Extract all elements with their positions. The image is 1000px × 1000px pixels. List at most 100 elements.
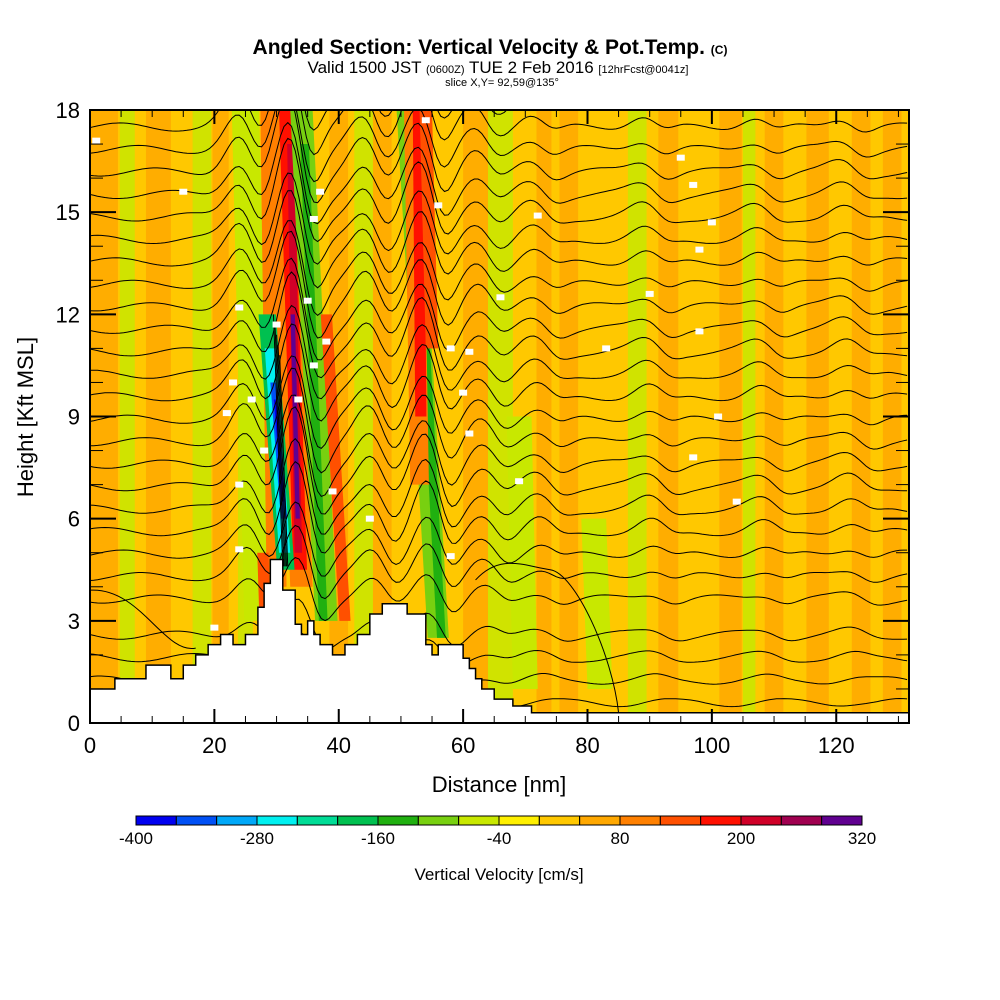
y-tick-label: 0 [68,711,80,736]
contour-label-marker [689,181,698,188]
theta-contour-line [90,437,908,535]
colorbar-tick-label: -40 [487,829,512,848]
colorbar-swatch [700,815,742,826]
theta-contour-line [90,230,908,339]
x-tick-label: 80 [575,733,599,758]
colorbar-swatch [780,815,823,826]
colorbar-title: Vertical Velocity [cm/s] [414,865,583,884]
field-plume [581,518,613,689]
contour-label-marker [732,498,741,505]
contour-label-marker [309,362,318,369]
y-tick-label: 18 [56,98,80,123]
contour-label-marker [303,297,312,304]
colorbar-swatch [659,815,702,826]
colorbar-swatch [337,815,379,826]
theta-contour-line [90,257,908,361]
colorbar-swatch [538,815,581,826]
theta-contour-line [90,110,908,204]
theta-contour-line [90,501,908,577]
field-band [658,110,679,723]
contour-label-marker [179,188,188,195]
contour-label-marker [465,430,474,437]
theta-contour-line [90,367,908,474]
colorbar-swatch [458,815,500,826]
field-band [192,110,212,723]
x-tick-label: 20 [202,733,226,758]
contour-label-marker [92,137,101,144]
colorbar-swatch [821,815,863,826]
title-main: Angled Section: Vertical Velocity & Pot.… [252,36,705,59]
colorbar-tick-label: 80 [611,829,630,848]
theta-contour-line [90,557,908,622]
theta-contour-line [475,562,620,713]
y-tick-label: 9 [68,405,80,430]
contour-label-marker [222,410,231,417]
valid-time: Valid 1500 JST [307,58,422,77]
y-tick-label: 6 [68,507,80,532]
contour-label-marker [421,117,430,124]
contour-label-marker [322,338,331,345]
title-copyright: (C) [710,43,728,57]
y-tick-label: 12 [56,302,80,327]
x-tick-label: 0 [84,733,96,758]
theta-contour-line [90,220,908,317]
field-band [145,110,171,723]
colorbar-swatch [579,815,621,826]
contour-label-marker [676,154,685,161]
colorbar: -400 -280 -160 -40 80 200 320 [119,815,876,848]
colorbar-swatch [498,815,540,826]
field-band [354,110,373,723]
slice-info: slice X,Y= 92,59@135° [445,77,559,89]
valid-date: TUE 2 Feb 2016 [468,58,594,77]
theta-contour-line [90,524,908,600]
contour-label-marker [645,290,654,297]
chart-subtitle: Valid 1500 JST (0600Z) TUE 2 Feb 2016 [1… [0,58,998,78]
colorbar-swatch [175,815,218,826]
colorbar-tick-label: 320 [848,829,876,848]
theta-contour-line [90,304,908,400]
colorbar-swatch [377,815,419,826]
colorbar-tick-label: -400 [119,829,153,848]
field-band [372,110,392,723]
contour-label-marker [247,396,256,403]
contour-label-marker [533,212,542,219]
contour-label-marker [260,447,269,454]
contour-label-marker [695,328,704,335]
theta-contour-line [90,137,908,243]
contour-label-marker [294,396,303,403]
theta-contour-line [90,110,908,183]
terrain [89,558,910,724]
theta-contour-line [90,110,908,156]
terrain-profile [89,558,910,724]
velocity-field [90,110,909,723]
field-band [212,110,229,723]
field-plume [290,314,300,519]
forecast-info: [12hrFcst@0041z] [598,64,689,76]
contour-label-marker [235,304,244,311]
contour-label-marker [465,348,474,355]
colorbar-swatch [296,815,339,826]
field-plume [320,314,351,621]
field-band [719,110,742,723]
theta-contour-line [272,314,284,567]
colorbar-tick-label: -160 [361,829,395,848]
theta-contour-line [90,172,908,265]
field-band [627,110,647,723]
theta-contour-line [90,190,908,289]
contour-label-marker [446,553,455,560]
contour-label-marker [707,219,716,226]
contour-label-marker [515,478,524,485]
contour-label-marker [328,488,337,495]
theta-contour-line [304,110,508,131]
contour-label-marker [459,389,468,396]
colorbar-tick-label: 200 [727,829,755,848]
theta-contour-line [90,121,908,225]
field-plume [300,144,328,621]
theta-contour-line [274,324,285,567]
contour-label-marker [496,294,505,301]
y-axis-title: Height [Kft MSL] [13,337,38,497]
theta-contour-line [279,355,289,567]
contour-label-marker [210,624,219,631]
colorbar-swatch [417,815,460,826]
